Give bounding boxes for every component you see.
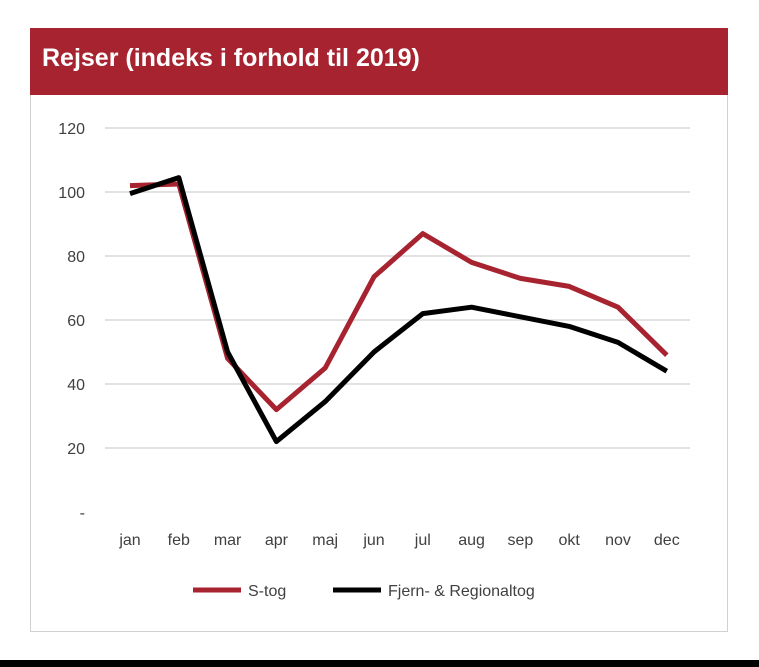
x-tick-label: apr [265,532,289,549]
x-tick-label: jun [362,532,384,549]
x-tick-label: dec [654,532,680,549]
series-line-1 [129,175,669,445]
x-tick-label: jul [414,532,431,549]
y-tick-label: 120 [58,121,85,138]
x-tick-label: maj [312,532,338,549]
x-tick-label: jan [118,532,140,549]
y-tick-label: - [80,505,85,522]
bottom-border [0,660,759,667]
x-tick-label: okt [559,532,581,549]
y-tick-label: 100 [58,185,85,202]
y-tick-label: 20 [67,441,85,458]
x-tick-label: aug [458,532,485,549]
legend-label: Fjern- & Regionaltog [388,583,535,600]
x-tick-label: feb [168,532,190,549]
x-tick-label: nov [605,532,631,549]
chart-title: Rejser (indeks i forhold til 2019) [42,44,420,72]
x-tick-label: mar [214,532,242,549]
y-tick-label: 80 [67,249,85,266]
legend-label: S-tog [248,583,286,600]
y-tick-label: 60 [67,313,85,330]
chart-header: Rejser (indeks i forhold til 2019) [30,28,728,95]
y-tick-label: 40 [67,377,85,394]
x-tick-label: sep [508,532,534,549]
